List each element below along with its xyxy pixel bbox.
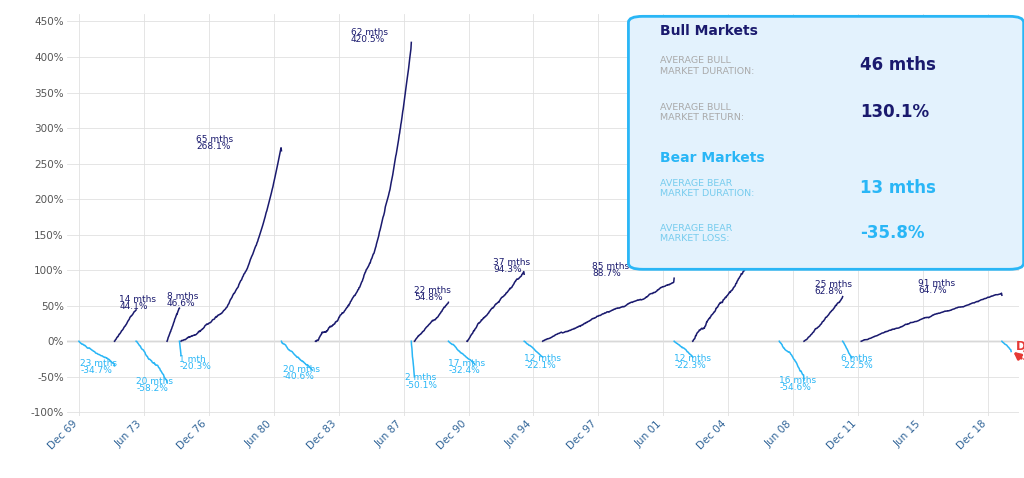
Text: 54.8%: 54.8% <box>415 293 443 302</box>
Text: 1 mth: 1 mth <box>179 355 206 364</box>
Text: 62 mths: 62 mths <box>351 28 388 37</box>
Text: -50.1%: -50.1% <box>406 380 437 390</box>
Text: 37 mths: 37 mths <box>494 258 530 267</box>
Text: 2 mths: 2 mths <box>406 373 436 382</box>
Text: 156.4%: 156.4% <box>728 222 763 231</box>
Text: 8 mths: 8 mths <box>167 292 199 301</box>
Text: 91 mths: 91 mths <box>919 279 955 288</box>
Text: AVERAGE BULL
MARKET RETURN:: AVERAGE BULL MARKET RETURN: <box>659 103 744 122</box>
Text: -22.1%: -22.1% <box>524 361 556 369</box>
Text: -40.6%: -40.6% <box>283 372 314 381</box>
Text: 46 mths: 46 mths <box>860 56 936 75</box>
Text: AVERAGE BEAR
MARKET LOSS:: AVERAGE BEAR MARKET LOSS: <box>659 224 732 243</box>
Text: 13 mths: 13 mths <box>860 179 936 197</box>
Text: -34.7%: -34.7% <box>81 366 113 375</box>
Text: Bear Markets: Bear Markets <box>659 151 765 165</box>
Text: 12 mths: 12 mths <box>524 354 561 362</box>
Text: 12 mths: 12 mths <box>674 354 711 362</box>
Text: -22.5%: -22.5% <box>841 361 872 369</box>
Text: Bull Markets: Bull Markets <box>659 24 758 38</box>
FancyBboxPatch shape <box>629 16 1024 269</box>
Text: 62.8%: 62.8% <box>815 287 844 296</box>
Text: -35.8%: -35.8% <box>860 224 925 242</box>
Text: 65 mths: 65 mths <box>197 135 233 144</box>
Text: 6 mths: 6 mths <box>841 354 872 362</box>
Text: 46.6%: 46.6% <box>167 299 196 308</box>
Text: -54.6%: -54.6% <box>779 383 811 392</box>
Text: -32.4%: -32.4% <box>449 366 480 375</box>
Text: 44.1%: 44.1% <box>119 303 147 311</box>
Text: 64.7%: 64.7% <box>919 286 947 295</box>
Text: 130.1%: 130.1% <box>860 103 929 120</box>
Text: 20 mths: 20 mths <box>283 365 319 374</box>
Text: 268.1%: 268.1% <box>197 142 230 151</box>
Text: AVERAGE BULL
MARKET DURATION:: AVERAGE BULL MARKET DURATION: <box>659 56 755 76</box>
Text: 25 mths: 25 mths <box>815 281 852 289</box>
Text: 420.5%: 420.5% <box>351 35 385 44</box>
Text: Dec 2018: Dec 2018 <box>1016 340 1024 353</box>
Text: AVERAGE BEAR
MARKET DURATION:: AVERAGE BEAR MARKET DURATION: <box>659 179 755 198</box>
Text: 94.3%: 94.3% <box>494 265 522 274</box>
Text: -14.4%: -14.4% <box>1016 348 1024 362</box>
Text: 88.7%: 88.7% <box>592 269 621 278</box>
Text: 56 mths: 56 mths <box>728 215 765 224</box>
Text: 85 mths: 85 mths <box>592 262 630 271</box>
Text: 23 mths: 23 mths <box>81 359 118 368</box>
Text: 16 mths: 16 mths <box>779 376 816 385</box>
Text: 20 mths: 20 mths <box>136 377 173 386</box>
Text: -58.2%: -58.2% <box>136 384 168 393</box>
Text: 22 mths: 22 mths <box>415 286 452 295</box>
Text: 14 mths: 14 mths <box>119 295 156 304</box>
Text: -22.3%: -22.3% <box>674 361 706 369</box>
Text: 17 mths: 17 mths <box>449 359 485 368</box>
Text: -20.3%: -20.3% <box>179 362 211 371</box>
